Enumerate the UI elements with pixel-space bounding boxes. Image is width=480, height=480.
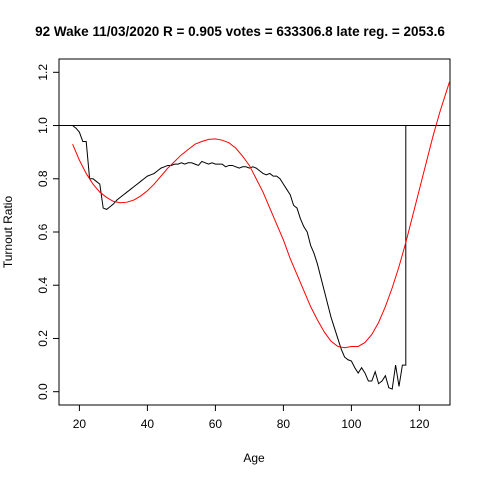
- y-axis: 0.0 0.2 0.4 0.6 0.8 1.0 1.2: [36, 64, 59, 400]
- x-axis: 20 40 60 80 100 120: [73, 405, 430, 431]
- x-tick-label: 80: [277, 417, 291, 431]
- y-axis-label: Turnout Ratio: [1, 196, 15, 269]
- x-tick-label: 120: [409, 417, 429, 431]
- series-layer: [72, 80, 450, 390]
- y-tick-label: 0.0: [36, 383, 50, 400]
- y-tick-label: 0.6: [36, 223, 50, 240]
- x-tick-label: 60: [209, 417, 223, 431]
- x-tick-label: 20: [73, 417, 87, 431]
- x-axis-label: Age: [243, 451, 265, 465]
- y-tick-label: 0.2: [36, 330, 50, 347]
- y-tick-label: 1.2: [36, 64, 50, 81]
- series-line-fitted: [72, 80, 450, 349]
- x-tick-label: 40: [141, 417, 155, 431]
- chart-title: 92 Wake 11/03/2020 R = 0.905 votes = 633…: [35, 24, 445, 39]
- y-tick-label: 0.8: [36, 170, 50, 187]
- x-tick-label: 100: [341, 417, 361, 431]
- y-tick-label: 0.4: [36, 277, 50, 294]
- series-line-observed: [72, 125, 407, 390]
- y-tick-label: 1.0: [36, 117, 50, 134]
